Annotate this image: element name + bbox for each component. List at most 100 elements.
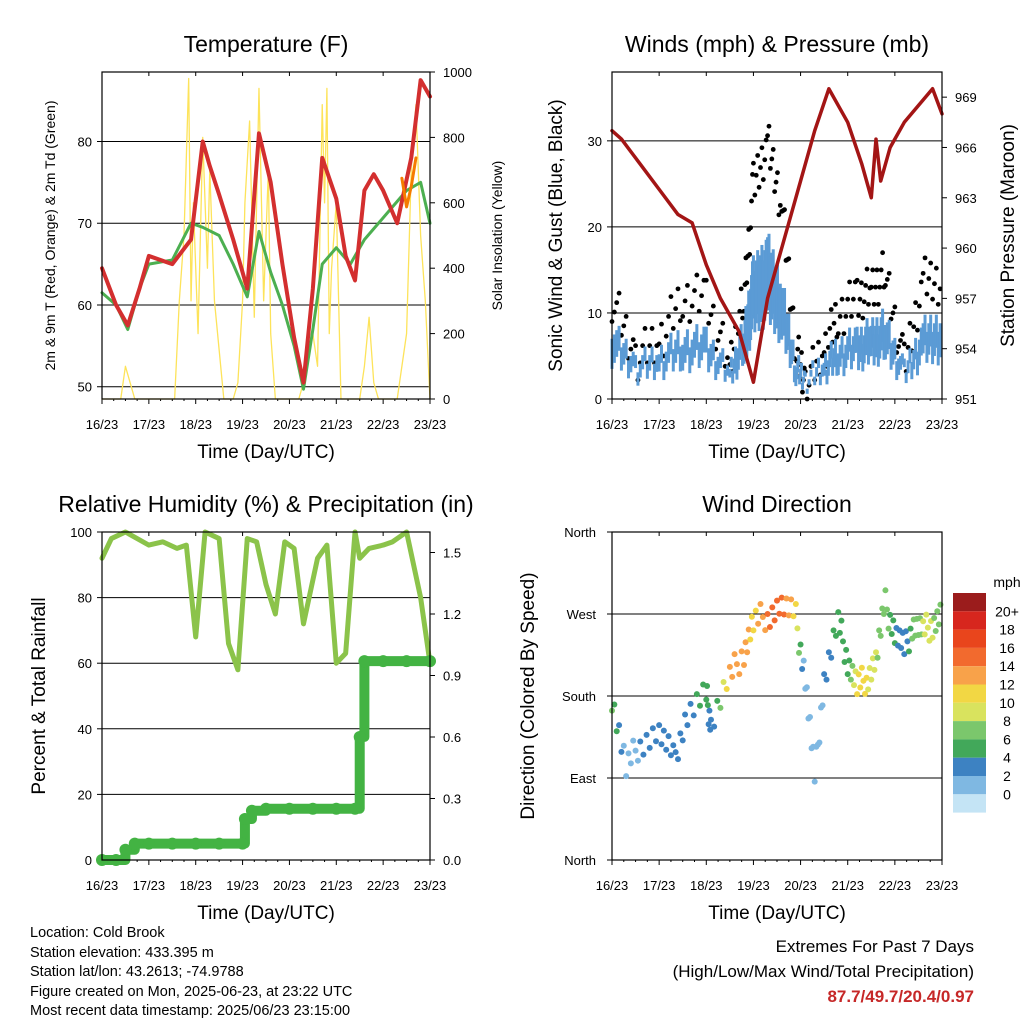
x-tick-label: 20/23 (784, 878, 817, 893)
rain-point (330, 802, 343, 815)
wind-bar (660, 344, 663, 363)
rain-point (358, 655, 371, 668)
gust-point (861, 299, 867, 305)
wind-bar (664, 351, 668, 372)
y-right-tick-label: 963 (955, 191, 977, 206)
direction-point (682, 711, 689, 718)
direction-point (823, 676, 830, 683)
gust-point (800, 389, 805, 395)
wind-bar (885, 322, 889, 355)
gust-point (913, 300, 918, 306)
gust-point (937, 286, 943, 292)
direction-point (627, 760, 634, 767)
gust-point (689, 303, 695, 309)
x-tick-label: 17/23 (643, 417, 676, 432)
rain-point (213, 837, 226, 850)
wind-bar (813, 376, 817, 386)
gust-point (685, 283, 690, 288)
wind-bar (908, 348, 912, 364)
wind-bar (799, 368, 803, 378)
wind-bar (800, 362, 804, 371)
direction-point (632, 747, 639, 754)
direction-point (729, 673, 736, 680)
y-axis-label: Direction (Colored By Speed) (518, 572, 539, 819)
y-tick-label: 0 (595, 392, 602, 407)
direction-point (904, 638, 911, 645)
x-tick-label: 20/23 (273, 878, 306, 893)
wind-bar (650, 346, 654, 363)
wind-bar (795, 367, 799, 380)
gust-point (790, 305, 796, 311)
direction-point (907, 625, 914, 632)
gust-point (866, 301, 871, 307)
legend-swatch (953, 739, 986, 758)
direction-point (679, 737, 686, 744)
wind-bar (735, 360, 739, 380)
y-right-tick-label: 969 (955, 90, 977, 105)
x-tick-label: 19/23 (226, 417, 259, 432)
gust-point (886, 270, 892, 276)
direction-point (876, 627, 883, 634)
rain-point (119, 843, 132, 856)
timestamp-text: Most recent data timestamp: 2025/06/23 2… (30, 1003, 351, 1019)
y-right-tick-label: 600 (443, 196, 465, 211)
rain-point (189, 837, 202, 850)
direction-point (846, 657, 853, 664)
wind-bar (794, 373, 798, 387)
direction-point (869, 655, 876, 662)
gust-point (854, 277, 860, 283)
direction-point (646, 744, 653, 751)
direction-point (885, 625, 892, 632)
direction-point (847, 676, 854, 683)
gust-point (795, 346, 801, 352)
direction-point (717, 704, 724, 711)
wind-bar (683, 337, 687, 363)
gust-point (868, 284, 874, 290)
wind-bar (929, 314, 933, 347)
wind-bar (671, 349, 675, 372)
wind-bar (811, 360, 815, 369)
direction-point (788, 596, 795, 603)
x-tick-label: 20/23 (784, 417, 817, 432)
wind-bar (815, 367, 819, 377)
direction-point (742, 639, 749, 646)
gust-point (907, 320, 913, 326)
direction-point (690, 712, 697, 719)
gust-point (901, 341, 907, 347)
gust-point (933, 265, 939, 271)
wind-bar (716, 356, 720, 375)
direction-point (745, 626, 752, 633)
gust-point (720, 320, 726, 326)
wind-bar (798, 374, 802, 385)
direction-point (670, 742, 677, 749)
y-axis-label: 2m & 9m T (Red, Orange) & 2m Td (Green) (42, 101, 58, 371)
wind-bar (853, 327, 857, 353)
rain-point (166, 837, 179, 850)
direction-point (882, 587, 889, 594)
x-tick-label: 17/23 (133, 878, 166, 893)
direction-point (934, 608, 941, 615)
wind-bar (851, 336, 855, 362)
wind-bar (836, 353, 840, 375)
gust-point (833, 301, 838, 307)
direction-point (868, 676, 875, 683)
x-tick-label: 22/23 (367, 878, 400, 893)
direction-point (764, 611, 771, 617)
legend-swatch (953, 757, 986, 776)
x-tick-label: 20/23 (273, 417, 306, 432)
wind-bar (627, 360, 630, 379)
gust-point (773, 179, 779, 185)
wind-bar (796, 361, 800, 373)
direction-point (752, 607, 759, 614)
direction-point (687, 700, 694, 707)
gust-point (930, 296, 935, 302)
direction-point (932, 628, 939, 635)
gust-point (744, 280, 750, 286)
wind-bar (820, 364, 824, 377)
wind-bar (805, 388, 809, 394)
y-right-tick-label: 1000 (443, 65, 472, 80)
direction-point (697, 702, 703, 709)
gust-point (673, 306, 679, 312)
x-tick-label: 21/23 (320, 878, 353, 893)
elevation-text: Station elevation: 433.395 m (30, 944, 214, 961)
